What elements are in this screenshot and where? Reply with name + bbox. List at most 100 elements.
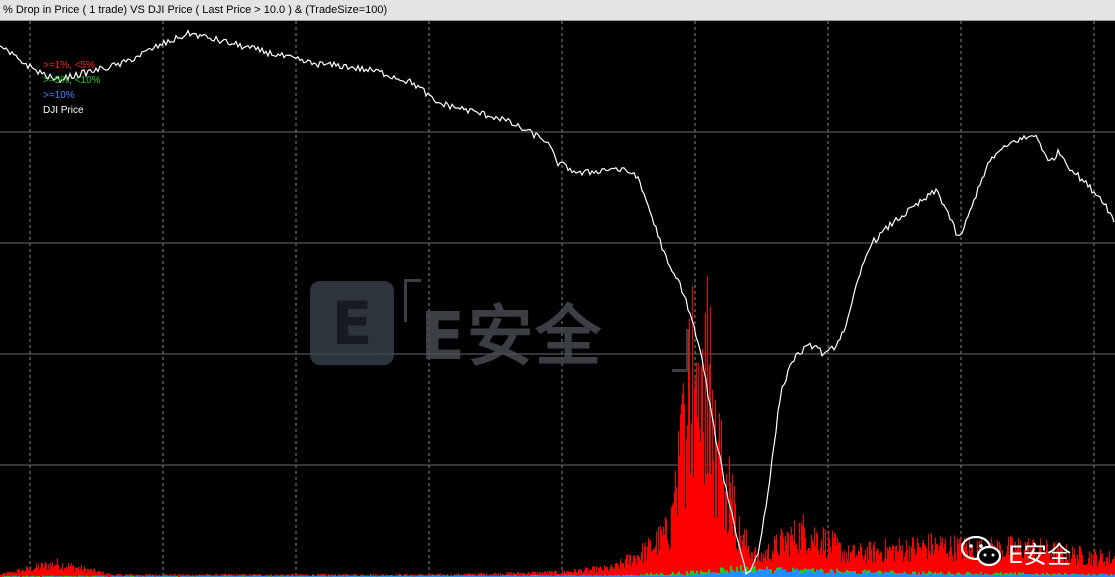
bar-red	[587, 568, 588, 577]
bar-red	[355, 573, 356, 577]
bar-blue	[1028, 574, 1030, 577]
bar-blue	[1024, 574, 1026, 577]
bar-red	[811, 534, 812, 577]
bar-red	[955, 552, 956, 577]
bar-blue	[418, 575, 420, 577]
bar-blue	[290, 575, 292, 577]
bar-red	[245, 573, 246, 577]
bar-blue	[896, 573, 898, 577]
bar-red	[132, 574, 133, 577]
bar-blue	[854, 573, 856, 577]
bar-red	[324, 573, 325, 577]
bar-green	[14, 575, 16, 577]
bar-red	[840, 542, 841, 577]
bar-blue	[802, 573, 804, 577]
bar-red	[92, 572, 93, 577]
bar-blue	[1054, 575, 1056, 577]
bar-red	[206, 573, 207, 577]
bar-green	[664, 575, 666, 577]
bar-red	[895, 546, 896, 577]
bar-green	[650, 572, 652, 577]
bar-red	[59, 570, 60, 577]
bar-blue	[350, 575, 352, 577]
bar-red	[672, 504, 673, 577]
bar-red	[164, 574, 165, 577]
bar-red	[821, 539, 822, 577]
bar-blue	[898, 574, 900, 577]
bar-red	[281, 574, 282, 577]
bar-red	[1013, 550, 1014, 577]
bar-red	[741, 547, 742, 577]
bar-red	[630, 554, 631, 577]
bar-red	[195, 574, 196, 577]
bar-red	[647, 546, 648, 577]
bar-red	[643, 562, 644, 577]
bar-red	[1007, 545, 1008, 577]
bar-red	[976, 556, 977, 577]
bar-red	[988, 561, 989, 577]
bar-green	[940, 571, 942, 577]
bar-green	[1036, 573, 1038, 577]
bar-blue	[622, 575, 624, 577]
bar-blue	[342, 575, 344, 577]
bar-blue	[416, 575, 418, 577]
bar-red	[708, 473, 709, 577]
bar-blue	[512, 575, 514, 577]
bar-red	[1077, 554, 1078, 577]
bar-blue	[232, 575, 234, 577]
bar-red	[211, 575, 212, 577]
bar-blue	[230, 575, 232, 577]
bar-red	[945, 538, 946, 577]
bar-blue	[1076, 573, 1078, 577]
bar-red	[396, 573, 397, 577]
bar-red	[702, 348, 703, 577]
bar-red	[812, 539, 813, 577]
bar-green	[378, 575, 380, 577]
bar-red	[1081, 550, 1082, 577]
bar-red	[1017, 547, 1018, 577]
bar-red	[469, 573, 470, 577]
bar-red	[778, 554, 779, 577]
bar-blue	[952, 573, 954, 577]
bar-green	[1052, 573, 1054, 577]
bar-green	[1042, 573, 1044, 577]
bar-blue	[518, 575, 520, 577]
bar-red	[696, 362, 697, 577]
bar-red	[957, 538, 958, 577]
bar-blue	[982, 574, 984, 577]
bar-red	[1028, 537, 1029, 577]
bar-blue	[698, 574, 700, 577]
bar-green	[702, 572, 704, 577]
bar-blue	[666, 575, 668, 577]
bar-blue	[1032, 575, 1034, 577]
bar-red	[1054, 542, 1055, 577]
bar-red	[1022, 557, 1023, 577]
bar-red	[404, 573, 405, 577]
bar-red	[912, 536, 913, 577]
bar-red	[30, 566, 31, 577]
bar-red	[804, 528, 805, 577]
bar-blue	[1110, 574, 1112, 577]
bar-red	[399, 573, 400, 577]
bar-green	[676, 573, 678, 577]
bar-red	[276, 574, 277, 577]
bar-red	[1045, 553, 1046, 577]
bar-red	[77, 567, 78, 577]
bar-red	[873, 544, 874, 577]
bar-red	[600, 566, 601, 577]
bar-blue	[988, 575, 990, 577]
bar-red	[674, 491, 675, 577]
legend-item-dji: DJI Price	[43, 105, 84, 116]
bar-red	[51, 565, 52, 577]
bar-green	[654, 574, 656, 577]
bar-red	[612, 567, 613, 577]
bar-green	[46, 575, 48, 577]
bar-green	[708, 569, 710, 577]
bar-red	[298, 574, 299, 577]
bar-red	[770, 559, 771, 577]
bar-red	[889, 546, 890, 577]
bar-green	[692, 570, 694, 577]
bar-blue	[860, 574, 862, 577]
bar-green	[208, 575, 210, 577]
bar-red	[1026, 553, 1027, 577]
